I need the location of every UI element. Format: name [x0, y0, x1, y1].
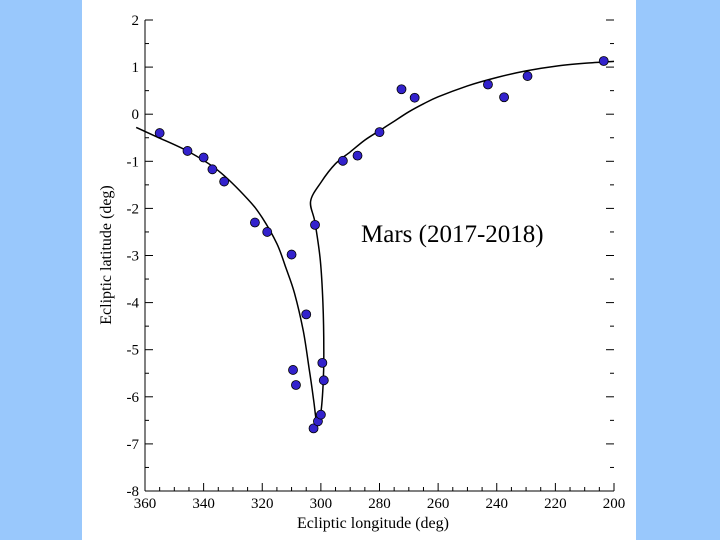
right-panel: [636, 0, 720, 540]
data-point: [301, 309, 312, 320]
data-point: [198, 152, 209, 163]
data-point: [286, 249, 297, 260]
data-point: [262, 227, 273, 237]
data-point: [315, 409, 326, 420]
y-tick-label: -7: [127, 437, 140, 453]
x-tick-label: 260: [427, 496, 450, 512]
data-point: [374, 127, 385, 137]
x-tick-label: 200: [603, 496, 626, 512]
data-point: [250, 217, 260, 228]
data-point: [308, 423, 319, 434]
data-point: [182, 146, 193, 156]
x-tick-label: 360: [134, 496, 157, 512]
data-point: [499, 92, 509, 103]
chart-title: Mars (2017-2018): [361, 221, 544, 248]
x-tick-label: 280: [368, 496, 391, 512]
data-point: [337, 155, 348, 166]
y-tick-label: 2: [132, 13, 140, 29]
left-panel: [0, 0, 82, 540]
data-point: [154, 128, 165, 138]
y-tick-label: -2: [127, 201, 140, 217]
x-axis-title: Ecliptic longitude (deg): [297, 515, 449, 532]
y-tick-label: -3: [127, 249, 140, 265]
fit-curve-group: [135, 60, 615, 423]
data-point: [522, 71, 533, 81]
data-point: [207, 164, 218, 175]
data-point: [310, 219, 320, 230]
data-point: [409, 92, 420, 103]
x-tick-label: 300: [310, 496, 333, 512]
data-point: [396, 84, 407, 95]
y-tick-label: 0: [132, 107, 140, 123]
y-tick-label: -4: [127, 296, 140, 312]
data-point: [317, 357, 328, 368]
x-tick-label: 320: [251, 496, 274, 512]
data-point: [318, 375, 329, 386]
y-tick-label: -5: [127, 343, 140, 359]
y-tick-label: -8: [127, 484, 140, 500]
x-tick-label: 340: [192, 496, 215, 512]
data-point: [288, 365, 298, 375]
data-points: [154, 56, 609, 434]
data-point: [291, 380, 301, 390]
y-tick-label: 1: [132, 60, 140, 76]
x-tick-label: 240: [486, 496, 509, 512]
data-point: [598, 56, 609, 66]
x-tick-label: 220: [544, 496, 567, 512]
y-tick-label: -1: [127, 154, 140, 170]
data-point: [483, 79, 493, 90]
y-tick-label: -6: [127, 390, 140, 406]
fit-curve: [135, 60, 615, 423]
y-axis-title: Ecliptic latitude (deg): [98, 185, 115, 325]
axes: [144, 20, 614, 492]
data-point: [219, 176, 230, 187]
data-point: [352, 150, 363, 161]
